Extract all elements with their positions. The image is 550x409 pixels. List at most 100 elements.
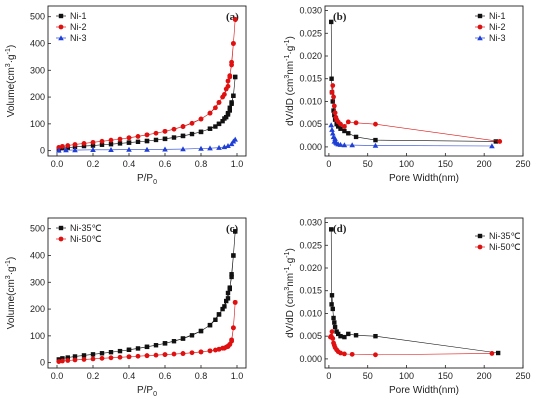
data-point <box>372 142 379 148</box>
data-point <box>213 317 218 322</box>
y-tick-label: 0.005 <box>299 119 322 129</box>
data-point <box>229 272 234 277</box>
legend-marker <box>58 24 64 30</box>
data-point <box>189 131 195 137</box>
data-point <box>332 110 338 116</box>
y-axis-label: Volume(cm3·g-1) <box>5 257 17 329</box>
legend-entry: Ni-50℃ <box>489 242 521 252</box>
data-point <box>117 354 123 360</box>
data-point <box>162 352 168 358</box>
data-point <box>99 138 105 144</box>
data-point <box>338 333 343 339</box>
data-point <box>353 134 359 140</box>
series-2 <box>56 299 238 364</box>
x-axis-label: Pore Width(nm) <box>389 173 459 184</box>
x-tick-label: 200 <box>477 371 492 381</box>
data-point <box>231 325 236 331</box>
data-point <box>334 121 339 127</box>
legend-entry: Ni-3 <box>70 33 87 43</box>
data-point <box>373 137 378 143</box>
legend-entry: Ni-1 <box>489 11 506 21</box>
x-tick-label: 0.4 <box>123 159 136 169</box>
data-point <box>222 304 227 309</box>
data-point <box>56 145 62 150</box>
y-tick-label: 0.015 <box>299 286 322 296</box>
data-point <box>329 293 335 298</box>
chart-panel-2: 0 50 100 150 200 250 0.000 0.005 0.010 0.015 0.020… <box>284 6 531 184</box>
series-1 <box>56 74 238 152</box>
series-1 <box>329 227 501 356</box>
data-point <box>213 347 218 353</box>
x-tick-label: 250 <box>515 371 530 381</box>
data-point <box>231 41 236 46</box>
data-point <box>126 135 132 141</box>
data-point <box>135 134 141 139</box>
data-point <box>135 139 141 145</box>
data-point <box>489 351 495 356</box>
series-line <box>58 231 236 360</box>
series-1 <box>329 19 499 144</box>
data-point <box>117 348 123 354</box>
y-tick-label: 0.025 <box>299 28 322 38</box>
y-tick-label: 300 <box>30 65 45 75</box>
data-point <box>349 351 355 357</box>
data-point <box>373 333 378 339</box>
data-point <box>126 140 132 145</box>
data-point <box>345 119 351 125</box>
y-tick-label: 200 <box>30 92 45 102</box>
y-tick-label: 400 <box>30 39 45 49</box>
data-point <box>72 144 78 150</box>
data-point <box>227 105 232 110</box>
x-tick-label: 150 <box>438 371 453 381</box>
data-point <box>338 121 343 127</box>
legend: Ni-1Ni-2Ni-3 <box>56 11 87 43</box>
series-1 <box>56 229 238 362</box>
y-tick-label: 300 <box>30 277 45 287</box>
data-point <box>153 352 159 358</box>
legend-entry: Ni-35℃ <box>70 223 102 233</box>
y-tick-label: 200 <box>30 304 45 314</box>
y-tick-label: 500 <box>30 12 45 22</box>
x-tick-label: 250 <box>515 159 530 169</box>
x-tick-label: 1.0 <box>231 159 244 169</box>
data-point <box>189 333 195 338</box>
y-tick-label: 0.010 <box>299 308 322 318</box>
data-point <box>231 93 236 98</box>
data-point <box>213 105 218 111</box>
x-tick-label: 0.8 <box>195 371 208 381</box>
x-axis-label: Pore Width(nm) <box>389 385 459 396</box>
y-tick-label: 0.020 <box>299 263 322 273</box>
data-point <box>329 130 336 136</box>
data-point <box>162 128 168 134</box>
data-point <box>189 350 195 356</box>
data-point <box>330 336 336 341</box>
legend-marker <box>477 35 483 41</box>
data-point <box>337 141 344 147</box>
data-point <box>342 334 347 340</box>
x-tick-label: 200 <box>477 159 492 169</box>
legend-entry: Ni-2 <box>70 22 87 32</box>
legend-marker <box>477 13 483 19</box>
data-point <box>331 103 337 109</box>
legend-marker <box>58 225 64 231</box>
data-point <box>329 76 334 81</box>
data-point <box>227 286 232 292</box>
data-point <box>225 83 231 89</box>
x-tick-label: 0 <box>326 159 331 169</box>
data-point <box>225 143 231 149</box>
data-point <box>81 141 87 146</box>
data-point <box>216 144 222 150</box>
y-tick-label: 100 <box>30 119 45 129</box>
data-point <box>338 126 343 131</box>
data-point <box>65 143 71 148</box>
y-axis-label: dV/dD (cm3nm-1·g-1) <box>284 248 296 338</box>
y-tick-label: 0.020 <box>299 51 322 61</box>
data-point <box>493 139 499 144</box>
data-point <box>171 339 177 344</box>
data-point <box>144 353 150 359</box>
data-point <box>346 331 351 337</box>
data-point <box>227 74 233 80</box>
data-point <box>117 141 123 146</box>
data-point <box>231 253 236 258</box>
